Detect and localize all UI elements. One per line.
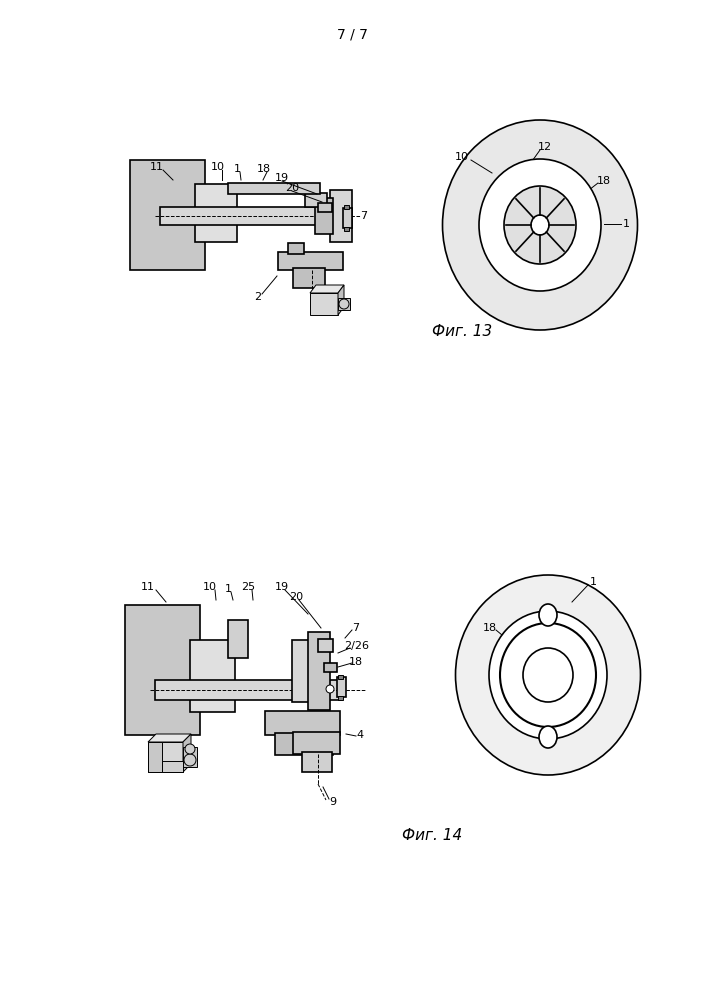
Ellipse shape xyxy=(479,159,601,291)
Circle shape xyxy=(339,299,349,309)
Text: 18: 18 xyxy=(483,623,497,633)
Text: 25: 25 xyxy=(241,582,255,592)
Text: 4: 4 xyxy=(356,730,363,740)
Bar xyxy=(318,639,333,652)
Bar xyxy=(338,298,350,310)
Bar xyxy=(183,747,197,767)
Bar xyxy=(315,198,333,234)
Bar xyxy=(228,620,248,658)
Bar xyxy=(162,761,183,772)
Text: 9: 9 xyxy=(320,303,327,313)
Ellipse shape xyxy=(489,611,607,739)
Text: 20: 20 xyxy=(285,183,299,193)
Text: 20: 20 xyxy=(289,592,303,602)
Text: 2: 2 xyxy=(254,292,262,302)
Bar xyxy=(308,632,330,710)
Text: 11: 11 xyxy=(150,162,164,172)
Bar xyxy=(343,208,352,228)
Text: 1: 1 xyxy=(225,584,232,594)
Polygon shape xyxy=(183,734,191,772)
Ellipse shape xyxy=(523,648,573,702)
Text: 1: 1 xyxy=(622,219,629,229)
Bar xyxy=(228,183,320,194)
Bar xyxy=(275,733,333,755)
Bar xyxy=(338,675,343,679)
Polygon shape xyxy=(310,293,338,315)
Ellipse shape xyxy=(539,726,557,748)
Ellipse shape xyxy=(504,186,576,264)
Text: 7: 7 xyxy=(353,623,360,633)
Text: 18: 18 xyxy=(257,164,271,174)
Bar xyxy=(160,207,345,225)
Text: 1: 1 xyxy=(589,577,596,587)
Polygon shape xyxy=(148,742,183,772)
Ellipse shape xyxy=(539,604,557,626)
Bar xyxy=(190,640,235,712)
Bar xyxy=(278,252,343,270)
Bar xyxy=(130,160,205,270)
Bar xyxy=(330,190,352,242)
Bar xyxy=(125,605,200,735)
Polygon shape xyxy=(148,734,191,742)
Text: 1: 1 xyxy=(234,164,241,174)
Polygon shape xyxy=(338,285,344,315)
Bar xyxy=(344,205,349,209)
Circle shape xyxy=(326,685,334,693)
Text: 18: 18 xyxy=(597,176,611,186)
Bar xyxy=(305,193,327,207)
Bar xyxy=(292,640,318,702)
Ellipse shape xyxy=(531,215,549,235)
Text: 11: 11 xyxy=(141,582,155,592)
Text: 2/26: 2/26 xyxy=(344,641,370,651)
Text: 7: 7 xyxy=(360,211,367,221)
Bar xyxy=(293,732,340,754)
Text: 18: 18 xyxy=(349,657,363,667)
Circle shape xyxy=(184,754,196,766)
Text: 19: 19 xyxy=(275,582,289,592)
Bar xyxy=(148,742,162,772)
Circle shape xyxy=(185,744,195,754)
Bar xyxy=(344,227,349,231)
Text: 10: 10 xyxy=(203,582,217,592)
Bar xyxy=(302,752,332,772)
Text: 9: 9 xyxy=(329,797,337,807)
Bar xyxy=(324,663,337,672)
Text: 7 / 7: 7 / 7 xyxy=(337,28,367,42)
Text: 12: 12 xyxy=(538,142,552,152)
Text: 10: 10 xyxy=(211,162,225,172)
Ellipse shape xyxy=(455,575,641,775)
Text: Фиг. 14: Фиг. 14 xyxy=(402,828,462,842)
Bar xyxy=(337,677,346,697)
Bar xyxy=(265,711,340,735)
Bar xyxy=(288,243,304,254)
Bar xyxy=(338,696,343,700)
Bar xyxy=(155,680,340,700)
Bar xyxy=(318,203,332,212)
Bar xyxy=(293,268,325,288)
Text: 19: 19 xyxy=(275,173,289,183)
Ellipse shape xyxy=(443,120,638,330)
Text: Фиг. 13: Фиг. 13 xyxy=(432,324,492,340)
Text: 10: 10 xyxy=(455,152,469,162)
Bar xyxy=(195,184,237,242)
Polygon shape xyxy=(310,285,344,293)
